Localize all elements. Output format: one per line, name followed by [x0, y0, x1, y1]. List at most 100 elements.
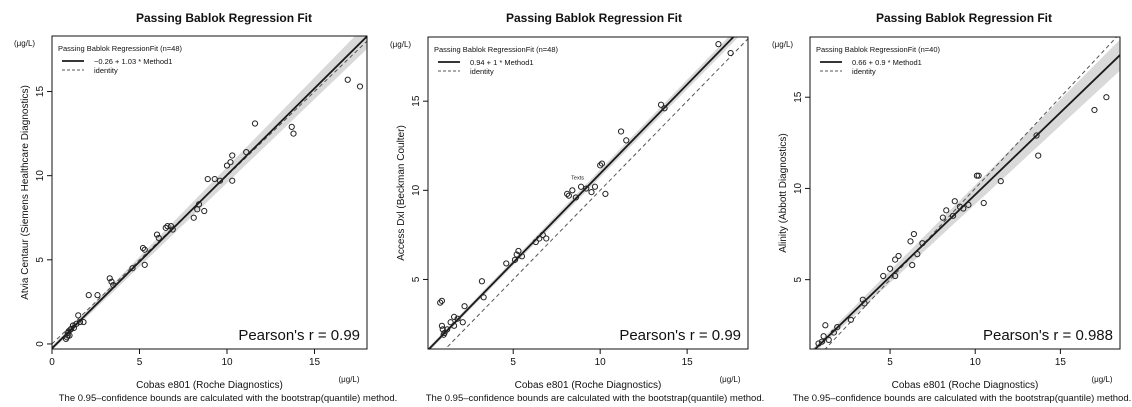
data-point [155, 234, 162, 242]
data-point [447, 319, 454, 326]
y-tick-label: 15 [35, 86, 46, 98]
data-point [980, 199, 987, 207]
legend: Passing Bablok RegressionFit (n=48) −0.26… [58, 44, 183, 75]
data-point [960, 205, 967, 212]
data-point [76, 318, 84, 326]
y-tick-label: 10 [35, 170, 46, 182]
plot-frame [51, 35, 368, 350]
data-point [597, 162, 604, 169]
y-axis-label: Access Dxl (Beckman Coulter) [396, 125, 407, 261]
data-point [216, 177, 224, 184]
data-point [85, 292, 92, 299]
data-point [201, 207, 208, 215]
data-point [973, 172, 981, 179]
data-point [830, 329, 837, 336]
data-point [880, 272, 887, 280]
data-point [949, 212, 957, 219]
regression-line [813, 54, 1120, 349]
data-point [1033, 132, 1040, 139]
data-point [572, 194, 579, 201]
chart-panel-3: 5 10 15 5 10 15 Passing Bablok Regression Fit (… [772, 11, 1131, 404]
x-tick-label: 0 [49, 357, 55, 368]
data-point [344, 76, 351, 83]
identity-line [444, 38, 748, 349]
pearson-annotation: Pearson's r = 0.99 [238, 327, 360, 344]
data-point [602, 190, 609, 197]
y-tick-label: 10 [793, 182, 804, 194]
caption: The 0.95–confidence bounds are calculate… [793, 393, 1132, 404]
y-tick-label: 0 [35, 341, 46, 347]
legend-regression-label: 0.94 + 1 * Method1 [470, 58, 534, 67]
x-tick-label: 15 [1055, 357, 1067, 368]
data-point [847, 316, 854, 323]
data-point [886, 265, 894, 272]
data-point [892, 256, 899, 263]
data-point [251, 120, 259, 127]
legend-identity-label: identity [470, 67, 494, 76]
data-point [162, 224, 169, 231]
data-point [598, 160, 606, 167]
data-point [536, 235, 543, 242]
data-point [73, 320, 80, 327]
x-tick-label: 10 [221, 357, 233, 368]
plot-area [52, 36, 367, 349]
pearson-annotation: Pearson's r = 0.99 [619, 327, 741, 344]
data-point [478, 278, 486, 285]
y-tick-label: 15 [793, 91, 804, 103]
chart-title: Passing Bablok Regression Fit [506, 11, 682, 25]
plot-frame [427, 36, 749, 350]
legend-regression-label: −0.26 + 1.03 * Method1 [94, 57, 172, 66]
regression-line [52, 36, 367, 349]
x-tick-label: 5 [137, 357, 143, 368]
data-point [356, 83, 364, 90]
x-tick-label: 10 [595, 357, 607, 368]
data-point [480, 294, 487, 301]
chart-title: Passing Bablok Regression Fit [136, 11, 312, 25]
data-point [939, 214, 946, 221]
data-point [129, 265, 136, 272]
data-point [511, 256, 519, 263]
data-point [438, 297, 446, 304]
data-point [518, 253, 526, 260]
data-point [861, 300, 868, 307]
data-point [532, 238, 539, 246]
data-point [110, 281, 117, 289]
data-point [577, 183, 585, 190]
data-point [106, 275, 113, 282]
x-tick-label: 10 [970, 357, 982, 368]
legend-identity-label: identity [94, 66, 118, 75]
x-tick-label: 15 [682, 357, 694, 368]
x-tick-label: 5 [887, 357, 893, 368]
data-point [583, 185, 590, 192]
pearson-annotation: Pearson's r = 0.988 [983, 327, 1113, 344]
data-point [153, 231, 161, 238]
data-point [591, 183, 599, 190]
data-point [825, 336, 832, 343]
y-tick-label: 15 [411, 95, 422, 107]
y-tick-label: 5 [35, 257, 46, 263]
data-point [975, 172, 982, 179]
data-point [169, 226, 176, 233]
legend-regression-label: 0.66 + 0.9 * Method1 [852, 58, 922, 67]
data-point [892, 272, 899, 280]
data-point [1103, 94, 1110, 101]
x-tick-label: 15 [309, 357, 321, 368]
data-point [1091, 106, 1098, 114]
data-point [450, 322, 458, 329]
data-point [437, 299, 444, 306]
caption: The 0.95–confidence bounds are calculate… [426, 393, 765, 404]
data-point [956, 203, 963, 210]
data-point [438, 322, 446, 329]
data-point [64, 332, 71, 339]
data-point [211, 175, 218, 183]
data-point [108, 278, 115, 285]
data-point [223, 162, 231, 169]
data-point [951, 198, 958, 205]
data-point [727, 49, 734, 57]
data-point [75, 312, 82, 319]
data-point [623, 137, 630, 144]
plot-frame [809, 36, 1121, 350]
x-tick-label: 5 [510, 357, 516, 368]
data-point [459, 319, 466, 326]
plot-area [812, 37, 1120, 349]
